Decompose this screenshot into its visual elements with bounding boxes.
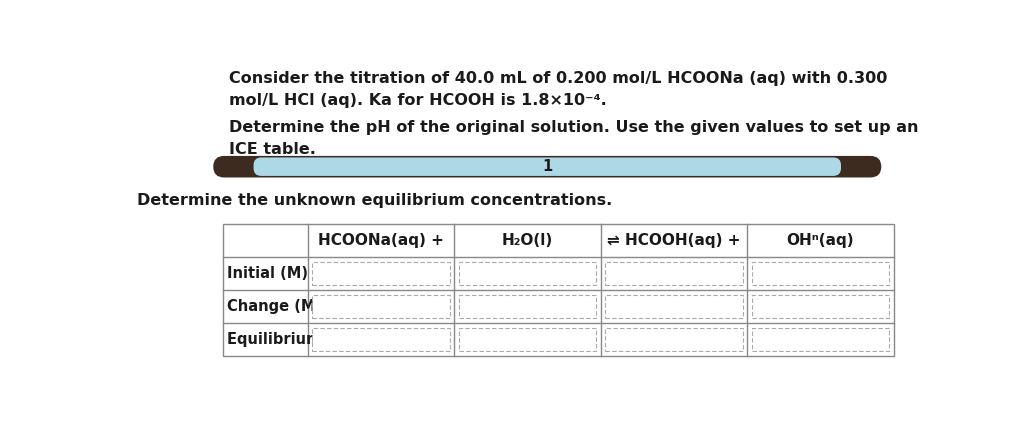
Text: 1: 1 — [542, 159, 552, 174]
Text: ICE table.: ICE table. — [228, 142, 315, 157]
Bar — [312, 262, 450, 284]
Bar — [605, 262, 742, 284]
Text: Change (M): Change (M) — [227, 299, 323, 314]
FancyBboxPatch shape — [254, 158, 841, 176]
Bar — [222, 224, 894, 356]
Text: H₂O(l): H₂O(l) — [502, 233, 553, 248]
Text: Determine the unknown equilibrium concentrations.: Determine the unknown equilibrium concen… — [137, 193, 612, 208]
Bar — [459, 262, 596, 284]
Bar — [605, 295, 742, 318]
Text: HCOONa(aq) +: HCOONa(aq) + — [318, 233, 444, 248]
Bar — [459, 328, 596, 351]
Bar — [312, 295, 450, 318]
Text: ⇌ HCOOH(aq) +: ⇌ HCOOH(aq) + — [607, 233, 740, 248]
Text: OHⁿ(aq): OHⁿ(aq) — [786, 233, 854, 248]
Text: Determine the pH of the original solution. Use the given values to set up an: Determine the pH of the original solutio… — [228, 120, 919, 136]
Text: mol/L HCl (aq). Ka for HCOOH is 1.8×10⁻⁴.: mol/L HCl (aq). Ka for HCOOH is 1.8×10⁻⁴… — [228, 93, 606, 108]
Bar — [752, 328, 889, 351]
Bar — [459, 295, 596, 318]
Bar — [752, 295, 889, 318]
FancyBboxPatch shape — [213, 156, 882, 178]
Bar — [312, 328, 450, 351]
Text: Consider the titration of 40.0 mL of 0.200 mol/L HCOONa (aq) with 0.300: Consider the titration of 40.0 mL of 0.2… — [228, 71, 887, 86]
Bar — [752, 262, 889, 284]
Text: Initial (M): Initial (M) — [227, 266, 308, 281]
Text: Equilibrium (M): Equilibrium (M) — [227, 332, 354, 347]
Bar — [605, 328, 742, 351]
